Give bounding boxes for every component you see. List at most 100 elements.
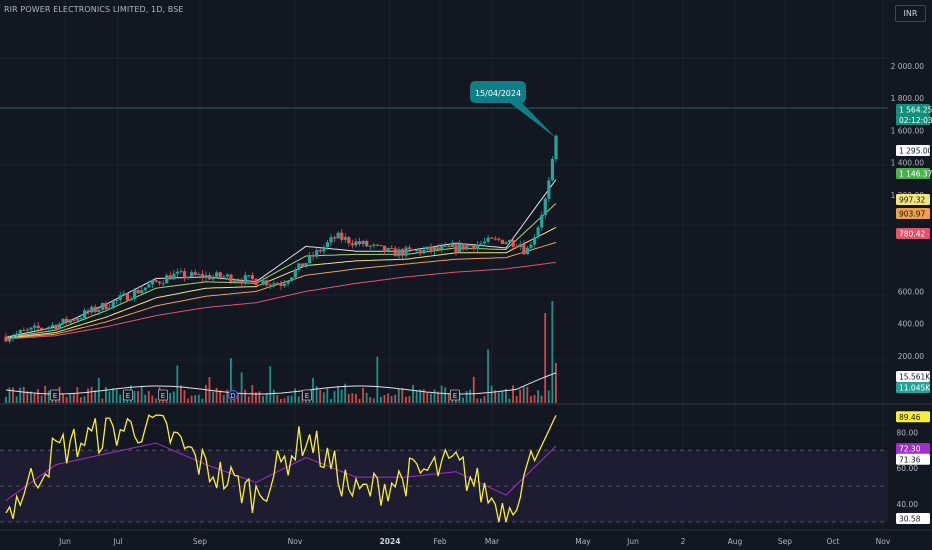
price-badge: 780.42 [899, 230, 925, 239]
candle-body [418, 250, 422, 254]
candle-body [222, 276, 226, 278]
candle-body [47, 327, 51, 329]
earnings-marker [123, 389, 133, 401]
rsi-ma-line [5, 442, 557, 501]
candle-body [397, 249, 401, 257]
candle-body [354, 241, 358, 246]
date-callout: 15/04/2024 [470, 81, 556, 138]
time-tick-label: Oct [827, 537, 840, 546]
candle-body [250, 275, 255, 280]
volume-bar [380, 396, 382, 403]
volume-bar [433, 389, 436, 403]
candle-body [454, 244, 458, 252]
candle-body [486, 237, 490, 242]
callout-pointer [510, 103, 556, 138]
candle-body [540, 215, 544, 228]
earnings-marker [450, 389, 460, 401]
volume-bar [462, 397, 464, 403]
candle-body [425, 246, 430, 250]
volume-bar [280, 398, 282, 403]
candle-body [300, 263, 305, 267]
volume-bar [219, 390, 222, 403]
candle-body [504, 242, 508, 244]
callout-label: 15/04/2024 [475, 89, 521, 98]
candle-body [447, 245, 451, 247]
candle-body [218, 272, 222, 278]
candle-body [97, 309, 101, 312]
candle-body [143, 287, 147, 291]
volume-bar [522, 387, 525, 403]
candle-body [265, 280, 269, 286]
volume-bar [215, 387, 218, 403]
candle-body [236, 280, 240, 282]
volume-bar [487, 349, 489, 403]
candle-body [243, 275, 247, 283]
candle-body [129, 298, 133, 301]
rsi-badge-bg [896, 411, 930, 423]
candle-body [204, 275, 208, 279]
candle-body [72, 319, 76, 321]
candle-body [440, 246, 444, 250]
price-tick-label: 1 600.00 [891, 126, 925, 135]
candle-body [179, 271, 183, 273]
candle-body [375, 244, 380, 246]
candle-body [336, 232, 340, 239]
volume-bar [105, 387, 107, 403]
candle-body [11, 336, 15, 339]
volume-bar [180, 385, 182, 403]
volume-bar [501, 390, 504, 403]
volume-bar [401, 388, 404, 403]
candle-body [197, 273, 201, 275]
time-tick-label: Nov [288, 537, 303, 546]
volume-bar [26, 391, 29, 403]
volume-bar [19, 387, 22, 403]
volume-bar [512, 385, 514, 403]
volume-bar [222, 394, 225, 403]
rsi-tick-label: 60.00 [897, 464, 919, 473]
volume-bar [555, 363, 557, 403]
volume-bar [408, 396, 411, 403]
candle-body [140, 290, 144, 294]
price-badge: 1 146.37 [899, 170, 932, 179]
volume-bar [83, 396, 86, 403]
volume-bar [326, 388, 329, 403]
candle-body [529, 244, 533, 248]
candle-body [25, 329, 30, 331]
candle-body [322, 247, 326, 252]
volume-bar [440, 385, 443, 403]
candle-body [554, 135, 558, 160]
candle-body [272, 283, 276, 285]
volume-bar [72, 393, 75, 403]
volume-bar [405, 396, 407, 403]
candle-body [536, 227, 540, 238]
candle-body [493, 238, 497, 240]
candle-body [257, 284, 262, 286]
candle-body [147, 284, 151, 288]
volume-bar [283, 398, 286, 403]
candle-body [136, 290, 140, 294]
currency-button[interactable]: INR [895, 5, 926, 22]
candle-body [357, 241, 362, 245]
volume-bar [33, 393, 36, 403]
countdown-label: 02:12:03 [899, 116, 932, 125]
candle-body [411, 248, 415, 251]
volume-bar [447, 393, 450, 403]
volume-bar [90, 386, 93, 403]
candle-body [90, 306, 94, 313]
event-marker-label: E [53, 392, 57, 400]
volume-bar [526, 386, 529, 403]
volume-bar [147, 391, 150, 403]
volume-bar [505, 388, 507, 403]
candle-body [390, 248, 394, 250]
volume-bar [112, 388, 114, 403]
volume-bar [12, 387, 14, 403]
price-tick-label: 1 800.00 [891, 94, 925, 103]
volume-bar [115, 389, 118, 403]
volume-bar [133, 391, 136, 403]
candle-body [429, 246, 433, 252]
candle-body [457, 243, 462, 252]
earnings-marker [158, 389, 168, 401]
candle-body [525, 247, 530, 255]
event-marker-label: D [230, 392, 235, 400]
